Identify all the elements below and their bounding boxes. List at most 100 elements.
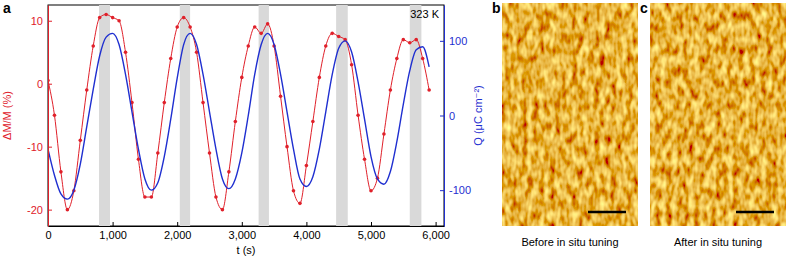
marker <box>169 57 173 61</box>
tick-mark <box>440 116 444 117</box>
marker <box>117 19 121 23</box>
tick: -100 <box>440 184 471 196</box>
marker <box>124 50 128 54</box>
shaded-region <box>410 5 422 226</box>
tick: 6,000 <box>422 222 450 241</box>
marker <box>305 164 309 168</box>
tick: 10 <box>31 15 52 27</box>
shaded-region <box>99 5 110 226</box>
marker <box>330 32 334 36</box>
marker <box>227 170 231 174</box>
tick-label: -20 <box>27 204 43 216</box>
figure: 01,0002,0003,0004,0005,0006,000-20-10010… <box>0 0 788 258</box>
y2-axis-label: Q (μC cm⁻²) <box>472 85 484 145</box>
x-axis: 0 1,000 2,000 3,000 4,000 5,000 6,000 <box>45 222 449 241</box>
marker <box>363 157 367 161</box>
tick-label: 10 <box>31 15 43 27</box>
marker <box>259 32 263 36</box>
microscopy-image <box>502 3 638 226</box>
marker <box>175 25 179 29</box>
marker <box>156 151 160 155</box>
tick-label: 0 <box>37 78 43 90</box>
tick-mark <box>436 222 437 226</box>
tick: 0 <box>440 110 455 122</box>
marker <box>395 57 399 61</box>
tick-label: 6,000 <box>422 229 450 241</box>
marker <box>150 195 154 199</box>
caption: After in situ tuning <box>674 236 762 248</box>
tick-mark <box>306 222 307 226</box>
tick: 2,000 <box>164 222 192 241</box>
marker <box>318 76 322 80</box>
tick-mark <box>177 222 178 226</box>
marker <box>234 120 238 124</box>
marker <box>337 35 341 39</box>
tick: 5,000 <box>358 222 386 241</box>
tick-label: 0 <box>449 110 455 122</box>
marker <box>208 151 212 155</box>
panel-label: b <box>492 0 501 16</box>
marker <box>59 170 63 174</box>
marker <box>311 120 315 124</box>
marker <box>143 195 147 199</box>
tick: 1,000 <box>99 222 127 241</box>
tick-mark <box>113 222 114 226</box>
tick: 3,000 <box>229 222 257 241</box>
marker <box>201 101 205 105</box>
tick-mark <box>440 190 444 191</box>
marker <box>266 22 270 26</box>
marker <box>356 113 360 117</box>
tick-label: 5,000 <box>358 229 386 241</box>
marker <box>221 208 225 212</box>
marker <box>427 88 431 92</box>
tick-label: 2,000 <box>164 229 192 241</box>
tick-label: 0 <box>45 229 51 241</box>
plot-frame <box>48 5 444 226</box>
panel-label: c <box>640 0 648 16</box>
tick-mark <box>440 41 444 42</box>
annotation: 323 K <box>410 8 439 20</box>
marker <box>285 145 289 149</box>
marker <box>369 189 373 193</box>
tick-label: 1,000 <box>99 229 127 241</box>
tick: -20 <box>27 204 52 216</box>
tick-mark <box>242 222 243 226</box>
marker <box>421 57 425 61</box>
y-axis: -20 -10 0 10 <box>27 6 52 227</box>
tick: -10 <box>27 141 52 153</box>
panel-label: a <box>3 0 11 16</box>
microscopy-image <box>650 3 786 226</box>
axis-line <box>444 6 445 227</box>
marker <box>350 63 354 67</box>
marker <box>188 25 192 29</box>
tick: 100 <box>440 35 467 47</box>
marker <box>104 13 108 17</box>
tick: 4,000 <box>293 222 321 241</box>
axis-line <box>48 6 49 227</box>
marker <box>91 44 95 48</box>
y-axis-label: ΔM/M (%) <box>1 91 13 140</box>
marker <box>85 88 89 92</box>
marker <box>98 16 102 20</box>
marker <box>246 44 250 48</box>
marker <box>162 101 166 105</box>
tick-mark <box>48 147 52 148</box>
marker <box>111 16 115 20</box>
tick: 0 <box>37 78 52 90</box>
marker <box>292 189 296 193</box>
y2-axis: -100 0 100 <box>440 6 471 227</box>
marker <box>182 16 186 20</box>
series-line <box>48 14 429 209</box>
tick-mark <box>48 84 52 85</box>
tick-label: 100 <box>449 35 467 47</box>
marker <box>240 76 244 80</box>
marker <box>253 25 257 29</box>
series-line <box>48 33 429 199</box>
marker <box>402 38 406 42</box>
shaded-region <box>180 5 190 226</box>
tick-label: 3,000 <box>229 229 257 241</box>
marker <box>414 38 418 42</box>
scale-bar <box>588 211 626 214</box>
tick-label: -100 <box>449 184 471 196</box>
plot-area <box>48 5 431 226</box>
